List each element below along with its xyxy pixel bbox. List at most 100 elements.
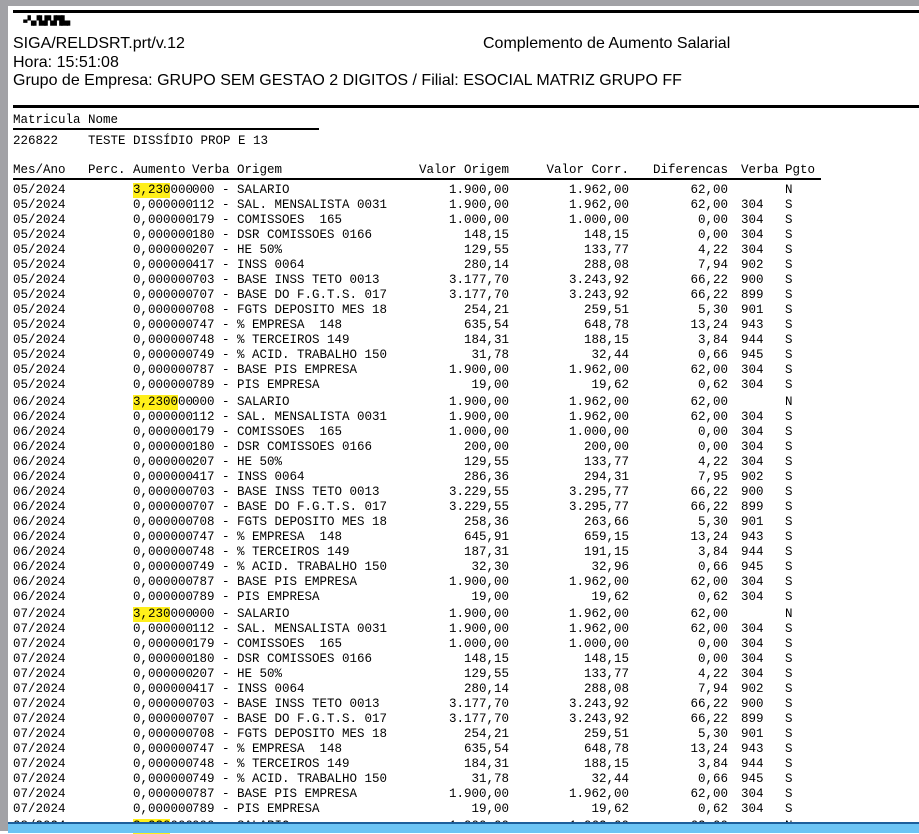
cell-pgto: S — [785, 530, 793, 544]
table-row: 07/2024 0,000000 747 - % EMPRESA 148 635,54… — [13, 742, 833, 757]
cell-valor-corr: 1.000,00 — [568, 425, 629, 439]
top-rule — [13, 10, 919, 13]
cell-valor-corr: 288,08 — [583, 682, 629, 696]
cell-pgto: S — [785, 560, 793, 574]
cell-verba: 902 — [741, 258, 764, 272]
window-frame-left — [0, 0, 8, 831]
cell-valor-origem: 184,31 — [463, 757, 509, 771]
cell-valor-origem: 31,78 — [471, 348, 509, 362]
cell-verba: 304 — [741, 455, 764, 469]
cell-pgto: S — [785, 757, 793, 771]
cell-verba-origem: 707 - BASE DO F.G.T.S. 017 — [192, 712, 388, 726]
cell-valor-corr: 648,78 — [583, 742, 629, 756]
cell-diferencas: 62,00 — [690, 607, 728, 621]
cell-valor-corr: 19,62 — [591, 802, 629, 816]
cell-valor-origem: 1.900,00 — [448, 787, 509, 801]
cell-perc: 0,000000 — [132, 333, 193, 347]
cell-verba: 304 — [741, 213, 764, 227]
cell-verba-origem: 789 - PIS EMPRESA — [192, 378, 320, 392]
cell-diferencas: 62,00 — [690, 622, 728, 636]
cell-verba-origem: 748 - % TERCEIROS 149 — [192, 757, 350, 771]
cell-verba: 304 — [741, 363, 764, 377]
cell-pgto: S — [785, 652, 793, 666]
cell-pgto: S — [785, 590, 793, 604]
cell-valor-corr: 288,08 — [583, 258, 629, 272]
cell-verba: 945 — [741, 348, 764, 362]
employee-name: TESTE DISSÍDIO PROP E 13 — [88, 134, 269, 148]
cell-mes: 06/2024 — [13, 470, 66, 484]
cell-valor-origem: 286,36 — [463, 470, 509, 484]
cell-valor-corr: 200,00 — [583, 440, 629, 454]
cell-mes: 07/2024 — [13, 622, 66, 636]
cell-pgto: S — [785, 667, 793, 681]
cell-pgto: S — [785, 485, 793, 499]
cell-diferencas: 4,22 — [697, 243, 728, 257]
cell-verba-origem: 708 - FGTS DEPOSITO MES 18 — [192, 515, 388, 529]
cell-diferencas: 0,00 — [697, 652, 728, 666]
cell-pgto: S — [785, 697, 793, 711]
cell-valor-origem: 1.900,00 — [448, 575, 509, 589]
cell-verba-origem: 417 - INSS 0064 — [192, 470, 305, 484]
cell-verba: 901 — [741, 515, 764, 529]
cell-valor-corr: 1.962,00 — [568, 607, 629, 621]
cell-verba: 899 — [741, 712, 764, 726]
cell-valor-origem: 187,31 — [463, 545, 509, 559]
cell-perc: 0,000000 — [132, 802, 193, 816]
horizontal-scrollbar[interactable] — [8, 822, 919, 833]
cell-valor-corr: 19,62 — [591, 590, 629, 604]
cell-verba: 902 — [741, 470, 764, 484]
cell-mes: 06/2024 — [13, 590, 66, 604]
cell-valor-origem: 184,31 — [463, 333, 509, 347]
cell-pgto: S — [785, 575, 793, 589]
window-frame-top — [0, 0, 919, 6]
col-pgto: Pgto — [785, 163, 816, 177]
cell-valor-corr: 148,15 — [583, 228, 629, 242]
cell-mes: 05/2024 — [13, 198, 66, 212]
cell-verba-origem: 180 - DSR COMISSOES 0166 — [192, 228, 373, 242]
table-row: 06/2024 0,000000 417 - INSS 0064 286,36 294,… — [13, 470, 833, 485]
cell-mes: 06/2024 — [13, 500, 66, 514]
cell-mes: 05/2024 — [13, 333, 66, 347]
cell-perc: 0,000000 — [132, 727, 193, 741]
header-rule — [13, 105, 919, 108]
cell-valor-corr: 148,15 — [583, 652, 629, 666]
cell-verba: 304 — [741, 440, 764, 454]
cell-diferencas: 3,84 — [697, 757, 728, 771]
cell-valor-corr: 3.243,92 — [568, 273, 629, 287]
cell-valor-corr: 133,77 — [583, 243, 629, 257]
cell-diferencas: 0,00 — [697, 425, 728, 439]
cell-diferencas: 0,00 — [697, 228, 728, 242]
cell-mes: 07/2024 — [13, 757, 66, 771]
company-group: Grupo de Empresa: GRUPO SEM GESTAO 2 DIG… — [13, 72, 682, 89]
cell-verba-origem: 749 - % ACID. TRABALHO 150 — [192, 560, 388, 574]
cell-verba: 944 — [741, 545, 764, 559]
cell-valor-corr: 1.000,00 — [568, 637, 629, 651]
cell-mes: 07/2024 — [13, 727, 66, 741]
cell-pgto: S — [785, 273, 793, 287]
table-row: 06/2024 0,000000 703 - BASE INSS TETO 0013… — [13, 485, 833, 500]
cell-verba-origem: 787 - BASE PIS EMPRESA — [192, 575, 358, 589]
cell-valor-corr: 32,96 — [591, 560, 629, 574]
cell-perc: 0,000000 — [132, 198, 193, 212]
cell-valor-corr: 648,78 — [583, 318, 629, 332]
cell-verba-origem: 787 - BASE PIS EMPRESA — [192, 787, 358, 801]
cell-pgto: S — [785, 622, 793, 636]
cell-valor-origem: 1.000,00 — [448, 425, 509, 439]
table-row: 07/2024 0,000000 749 - % ACID. TRABALHO 15… — [13, 772, 833, 787]
cell-mes: 06/2024 — [13, 485, 66, 499]
cell-valor-origem: 635,54 — [463, 742, 509, 756]
cell-diferencas: 4,22 — [697, 667, 728, 681]
cell-perc: 0,000000 — [132, 545, 193, 559]
col-perc-aumento: Perc. Aumento — [88, 163, 186, 177]
cell-diferencas: 13,24 — [690, 530, 728, 544]
table-row: 05/2024 0,000000 703 - BASE INSS TETO 0013… — [13, 273, 833, 288]
cell-perc: 3,230000 — [132, 395, 193, 410]
table-row: 06/2024 0,000000 207 - HE 50% 129,55 133,77 4… — [13, 455, 833, 470]
cell-diferencas: 7,94 — [697, 258, 728, 272]
cell-verba: 304 — [741, 243, 764, 257]
cell-valor-corr: 263,66 — [583, 515, 629, 529]
cell-valor-origem: 129,55 — [463, 667, 509, 681]
table-row: 05/2024 0,000000 179 - COMISSOES 165 1.000,… — [13, 213, 833, 228]
cell-diferencas: 7,94 — [697, 682, 728, 696]
cell-mes: 06/2024 — [13, 530, 66, 544]
